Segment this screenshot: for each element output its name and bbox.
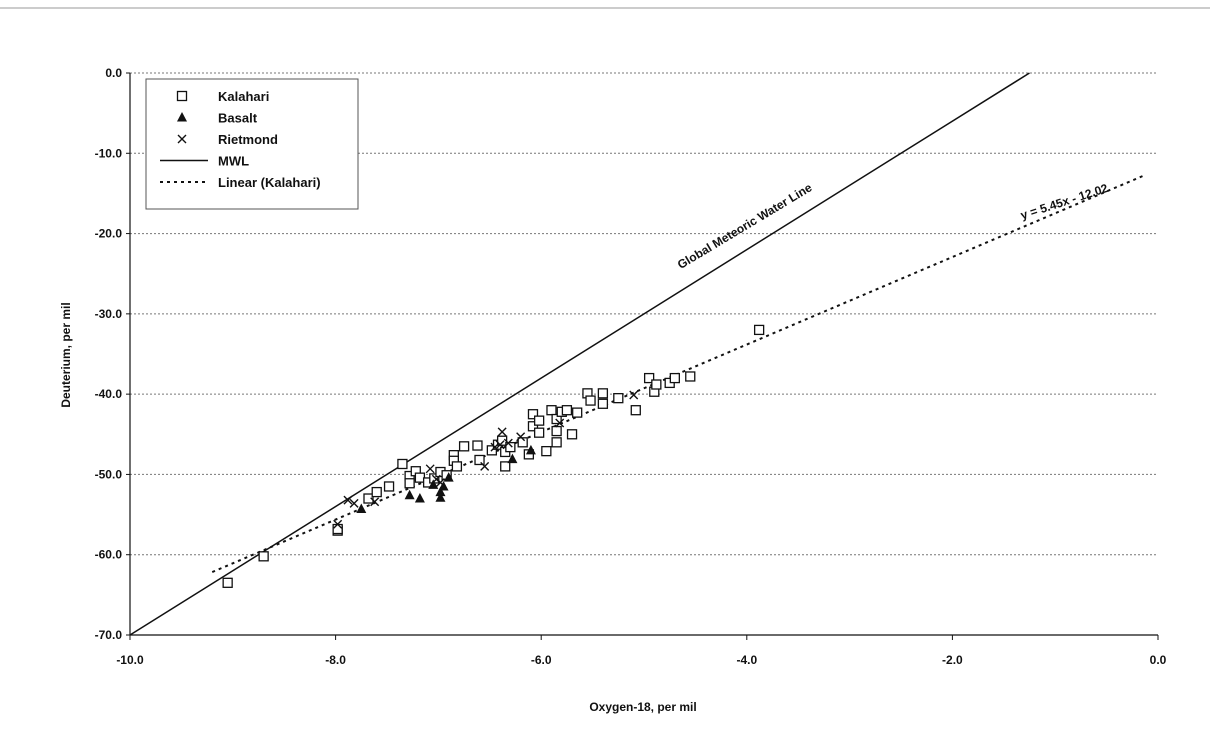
kalahari-point [472, 440, 483, 451]
y-tick-label: -40.0 [95, 387, 123, 401]
y-tick-label: -50.0 [95, 467, 123, 481]
kalahari-point [613, 393, 624, 404]
y-tick-label: -20.0 [95, 227, 123, 241]
kalahari-point [685, 371, 696, 382]
rietmond-point [370, 497, 380, 507]
kalahari-point [643, 372, 655, 384]
rietmond-point [490, 442, 500, 452]
kalahari-point [551, 425, 562, 437]
kalahari-point [332, 523, 343, 535]
basalt-point [428, 479, 439, 489]
kalahari-point [597, 388, 609, 399]
legend-swatch [176, 90, 188, 102]
legend-label: MWL [218, 154, 249, 169]
basalt-point [435, 486, 446, 497]
basalt-point [435, 492, 446, 502]
basalt-point [507, 453, 518, 464]
kalahari-point [458, 441, 470, 452]
kalahari-point [505, 441, 516, 453]
kalahari-point [585, 395, 596, 406]
rietmond-point [516, 432, 526, 442]
y-tick-label: 0.0 [105, 66, 122, 80]
kalahari-point [669, 372, 680, 384]
legend-label: Basalt [218, 111, 258, 126]
kalahari-point [651, 379, 662, 390]
x-tick-label: -8.0 [325, 653, 346, 667]
rietmond-point [333, 519, 343, 529]
basalt-point [414, 493, 425, 503]
kalahari-point [546, 405, 557, 416]
kalahari-point [541, 445, 552, 457]
kalahari-point [527, 421, 539, 432]
legend-swatch [177, 134, 187, 144]
kalahari-point [451, 461, 463, 472]
kalahari-point [572, 407, 583, 418]
rietmond-point [425, 464, 435, 474]
rietmond-point [480, 461, 490, 471]
axes [126, 72, 1159, 640]
y-tick-label: -70.0 [95, 628, 123, 642]
kalahari-point [258, 551, 269, 562]
rietmond-point [349, 498, 359, 508]
kalahari-point [404, 478, 415, 489]
rietmond-point [629, 390, 639, 400]
rietmond-point [435, 477, 445, 487]
kalahari-point [383, 481, 395, 492]
legend: Kalahari Basalt Rietmond MWL Linear (Kalahar… [145, 78, 359, 210]
kalahari-point [561, 405, 573, 416]
kalahari-point [527, 409, 539, 420]
basalt-point [525, 444, 536, 455]
kalahari-point [371, 486, 382, 498]
legend-swatch [177, 112, 187, 122]
rietmond-point [497, 427, 507, 437]
y-tick-label: -30.0 [95, 307, 123, 321]
kalahari-point [533, 415, 545, 426]
legend-label: Rietmond [218, 132, 278, 147]
kalahari-point [500, 461, 511, 472]
kalahari-point [630, 405, 641, 416]
kalahari-point [566, 429, 578, 440]
basalt-point [356, 503, 367, 513]
kalahari-point [222, 577, 233, 588]
tick-labels: 0.0 -10.0 -20.0 -30.0 -40.0 -50.0 -60.0 -70.0 -1… [95, 66, 1167, 667]
basalt-point [443, 472, 454, 482]
legend-label: Linear (Kalahari) [218, 175, 321, 190]
x-tick-label: -2.0 [942, 653, 963, 667]
kalahari-point [533, 427, 545, 438]
rietmond-point [495, 440, 505, 450]
kalahari-point [474, 454, 485, 466]
kalahari-point [397, 458, 408, 470]
basalt-point [404, 489, 415, 500]
y-axis-title: Deuterium, per mil [59, 302, 73, 407]
data-points [222, 324, 765, 588]
x-tick-label: -4.0 [736, 653, 757, 667]
kalahari-point [753, 324, 765, 336]
kalahari-point [597, 398, 609, 409]
mwl-line [129, 72, 1030, 636]
x-tick-label: -6.0 [531, 653, 552, 667]
x-tick-label: 0.0 [1150, 653, 1167, 667]
x-axis-title: Oxygen-18, per mil [589, 700, 696, 714]
rietmond-point [503, 438, 513, 448]
x-tick-label: -10.0 [116, 653, 144, 667]
y-tick-label: -10.0 [95, 146, 123, 160]
kalahari-point [363, 493, 374, 504]
rietmond-point [343, 495, 353, 505]
rietmond-point [555, 418, 565, 428]
kalahari-point [551, 437, 562, 448]
y-tick-label: -60.0 [95, 548, 123, 562]
legend-label: Kalahari [218, 89, 269, 104]
